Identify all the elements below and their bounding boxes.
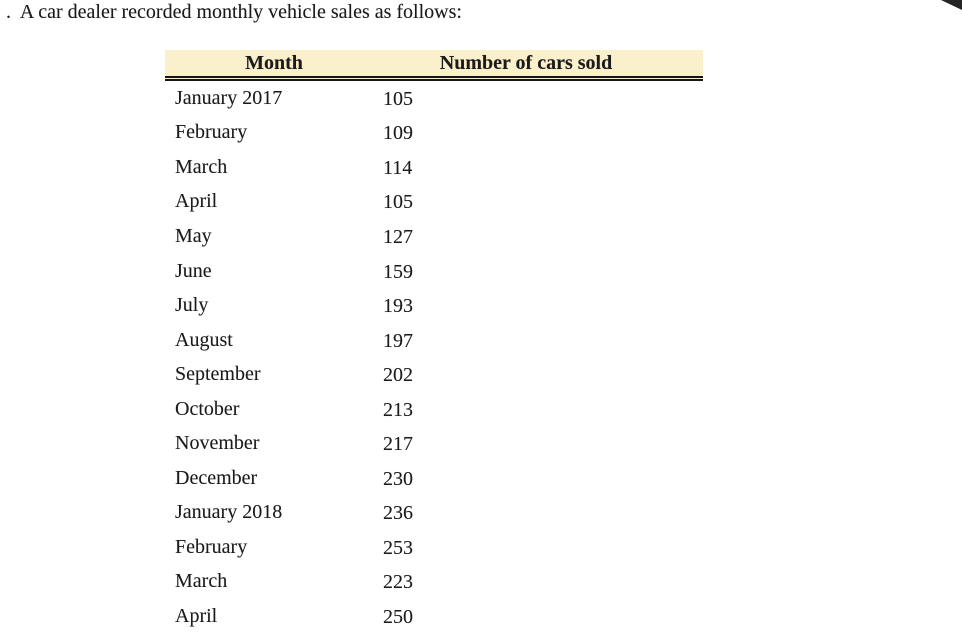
table-row: October 213 bbox=[165, 392, 703, 427]
column-header-month: Month bbox=[245, 51, 303, 74]
month-cell: March bbox=[175, 570, 228, 593]
table-row: June 159 bbox=[165, 254, 703, 289]
table-body: January 2017 105 February 109 March 114 … bbox=[165, 81, 703, 634]
table-row: April 105 bbox=[165, 185, 703, 220]
month-cell: June bbox=[175, 259, 212, 282]
month-cell: December bbox=[175, 466, 258, 489]
month-cell: August bbox=[175, 328, 233, 351]
value-cell: 250 bbox=[383, 605, 413, 628]
table-header-row: Month Number of cars sold bbox=[165, 50, 703, 81]
month-cell: November bbox=[175, 432, 260, 455]
value-cell: 105 bbox=[383, 87, 413, 110]
month-cell: April bbox=[175, 604, 218, 627]
month-cell: July bbox=[175, 294, 209, 317]
value-cell: 230 bbox=[383, 467, 413, 490]
value-cell: 217 bbox=[383, 433, 413, 456]
page-corner-fold-icon bbox=[941, 0, 962, 10]
table-row: December 230 bbox=[165, 461, 703, 496]
month-cell: September bbox=[175, 363, 261, 386]
value-cell: 253 bbox=[383, 536, 413, 559]
value-cell: 159 bbox=[383, 260, 413, 283]
value-cell: 193 bbox=[383, 295, 413, 318]
value-cell: 105 bbox=[383, 191, 413, 214]
value-cell: 202 bbox=[383, 364, 413, 387]
month-cell: March bbox=[175, 155, 228, 178]
month-cell: January 2018 bbox=[175, 501, 283, 524]
value-cell: 213 bbox=[383, 398, 413, 421]
value-cell: 109 bbox=[383, 122, 413, 145]
table-row: July 193 bbox=[165, 288, 703, 323]
table-row: May 127 bbox=[165, 219, 703, 254]
value-cell: 197 bbox=[383, 329, 413, 352]
column-header-cars-sold: Number of cars sold bbox=[439, 51, 613, 74]
month-cell: May bbox=[175, 224, 212, 247]
table-row: January 2018 236 bbox=[165, 496, 703, 531]
question-text: . A car dealer recorded monthly vehicle … bbox=[6, 1, 462, 23]
month-cell: February bbox=[175, 121, 248, 144]
vehicle-sales-table: Month Number of cars sold January 2017 1… bbox=[165, 50, 703, 634]
table-row: February 253 bbox=[165, 530, 703, 565]
table-row: September 202 bbox=[165, 357, 703, 392]
table-row: January 2017 105 bbox=[165, 81, 703, 116]
month-cell: April bbox=[175, 190, 218, 213]
table-row: March 114 bbox=[165, 150, 703, 185]
table-row: March 223 bbox=[165, 565, 703, 600]
value-cell: 223 bbox=[383, 571, 413, 594]
value-cell: 236 bbox=[383, 502, 413, 525]
table-row: November 217 bbox=[165, 426, 703, 461]
month-cell: October bbox=[175, 397, 240, 420]
month-cell: January 2017 bbox=[175, 86, 283, 109]
value-cell: 127 bbox=[383, 225, 413, 248]
table-row: August 197 bbox=[165, 323, 703, 358]
month-cell: February bbox=[175, 535, 248, 558]
value-cell: 114 bbox=[383, 156, 413, 179]
table-row: April 250 bbox=[165, 599, 703, 634]
table-row: February 109 bbox=[165, 116, 703, 151]
